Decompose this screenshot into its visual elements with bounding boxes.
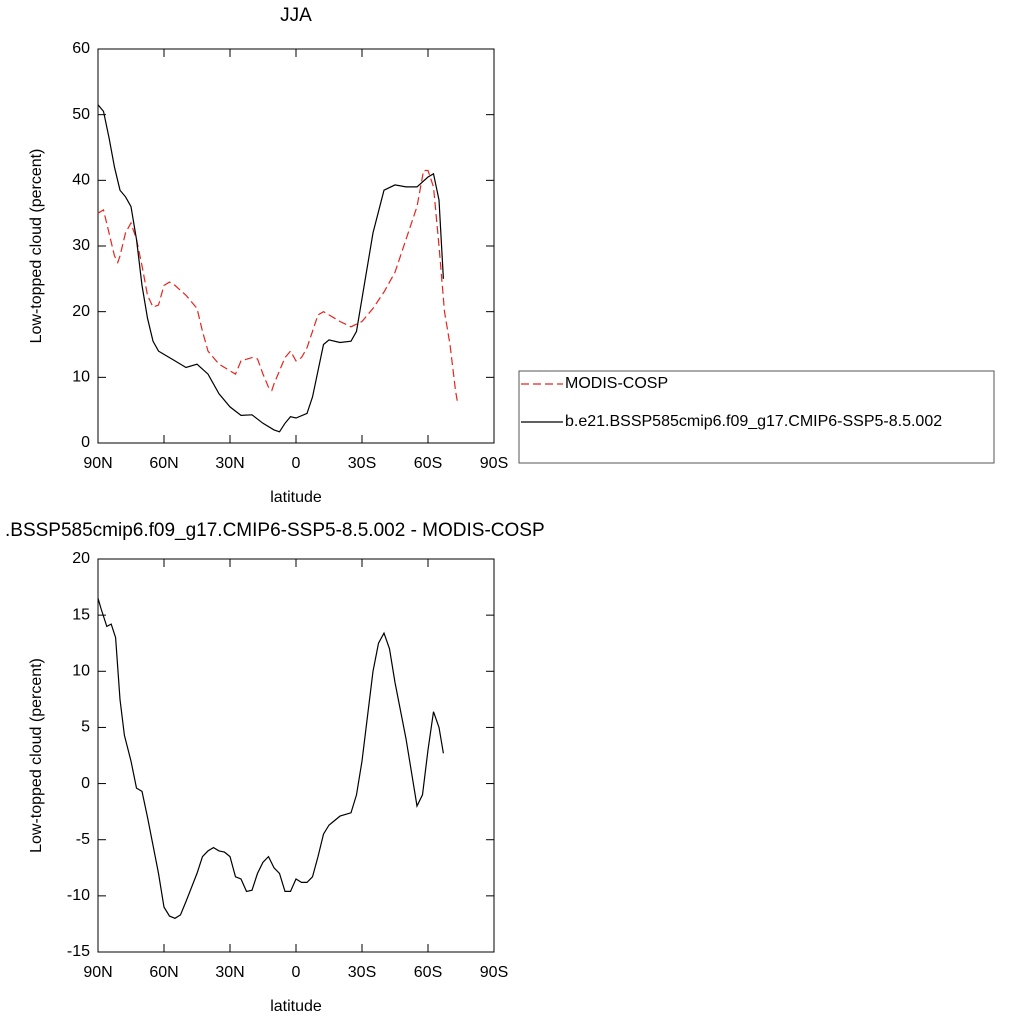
x-tick-label: 60N: [149, 964, 178, 981]
y-tick-label: 20: [72, 550, 90, 567]
plot-frame: [97, 558, 495, 953]
data-line: [97, 598, 444, 919]
y-tick-label: 10: [72, 663, 90, 680]
y-tick-label: 10: [72, 369, 90, 386]
y-tick-label: 30: [72, 237, 90, 254]
x-tick-label: 90S: [480, 455, 508, 472]
y-tick-label: 0: [81, 775, 90, 792]
y-tick-label: 40: [72, 172, 90, 189]
y-tick-label: 60: [72, 40, 90, 57]
legend-label: b.e21.BSSP585cmip6.f09_g17.CMIP6-SSP5-8.…: [565, 413, 942, 430]
x-tick-label: 30S: [348, 964, 376, 981]
y-tick-label: -5: [76, 831, 90, 848]
x-tick-label: 30S: [348, 455, 376, 472]
x-tick-label: 30N: [215, 455, 244, 472]
data-line: [97, 169, 459, 404]
y-tick-label: 15: [72, 606, 90, 623]
plot-frame: [97, 48, 495, 444]
y-tick-label: 0: [81, 434, 90, 451]
x-axis-label: latitude: [270, 489, 322, 506]
chart-title: .BSSP585cmip6.f09_g17.CMIP6-SSP5-8.5.002…: [5, 520, 545, 541]
x-tick-label: 0: [292, 455, 301, 472]
y-tick-label: -15: [67, 943, 90, 960]
x-tick-label: 90S: [480, 964, 508, 981]
x-axis-label: latitude: [270, 998, 322, 1015]
x-tick-label: 60N: [149, 455, 178, 472]
legend-label: MODIS-COSP: [565, 375, 668, 392]
y-tick-label: 50: [72, 106, 90, 123]
y-axis-label: Low-topped cloud (percent): [28, 149, 45, 344]
x-tick-label: 30N: [215, 964, 244, 981]
y-tick-label: 20: [72, 303, 90, 320]
x-tick-label: 90N: [83, 455, 112, 472]
x-tick-label: 90N: [83, 964, 112, 981]
y-tick-label: -10: [67, 887, 90, 904]
x-tick-label: 60S: [414, 455, 442, 472]
data-line: [97, 104, 444, 433]
y-tick-label: 5: [81, 719, 90, 736]
chart-title: JJA: [280, 5, 312, 26]
x-tick-label: 0: [292, 964, 301, 981]
y-axis-label: Low-topped cloud (percent): [28, 658, 45, 853]
legend-frame: [518, 370, 995, 464]
x-tick-label: 60S: [414, 964, 442, 981]
